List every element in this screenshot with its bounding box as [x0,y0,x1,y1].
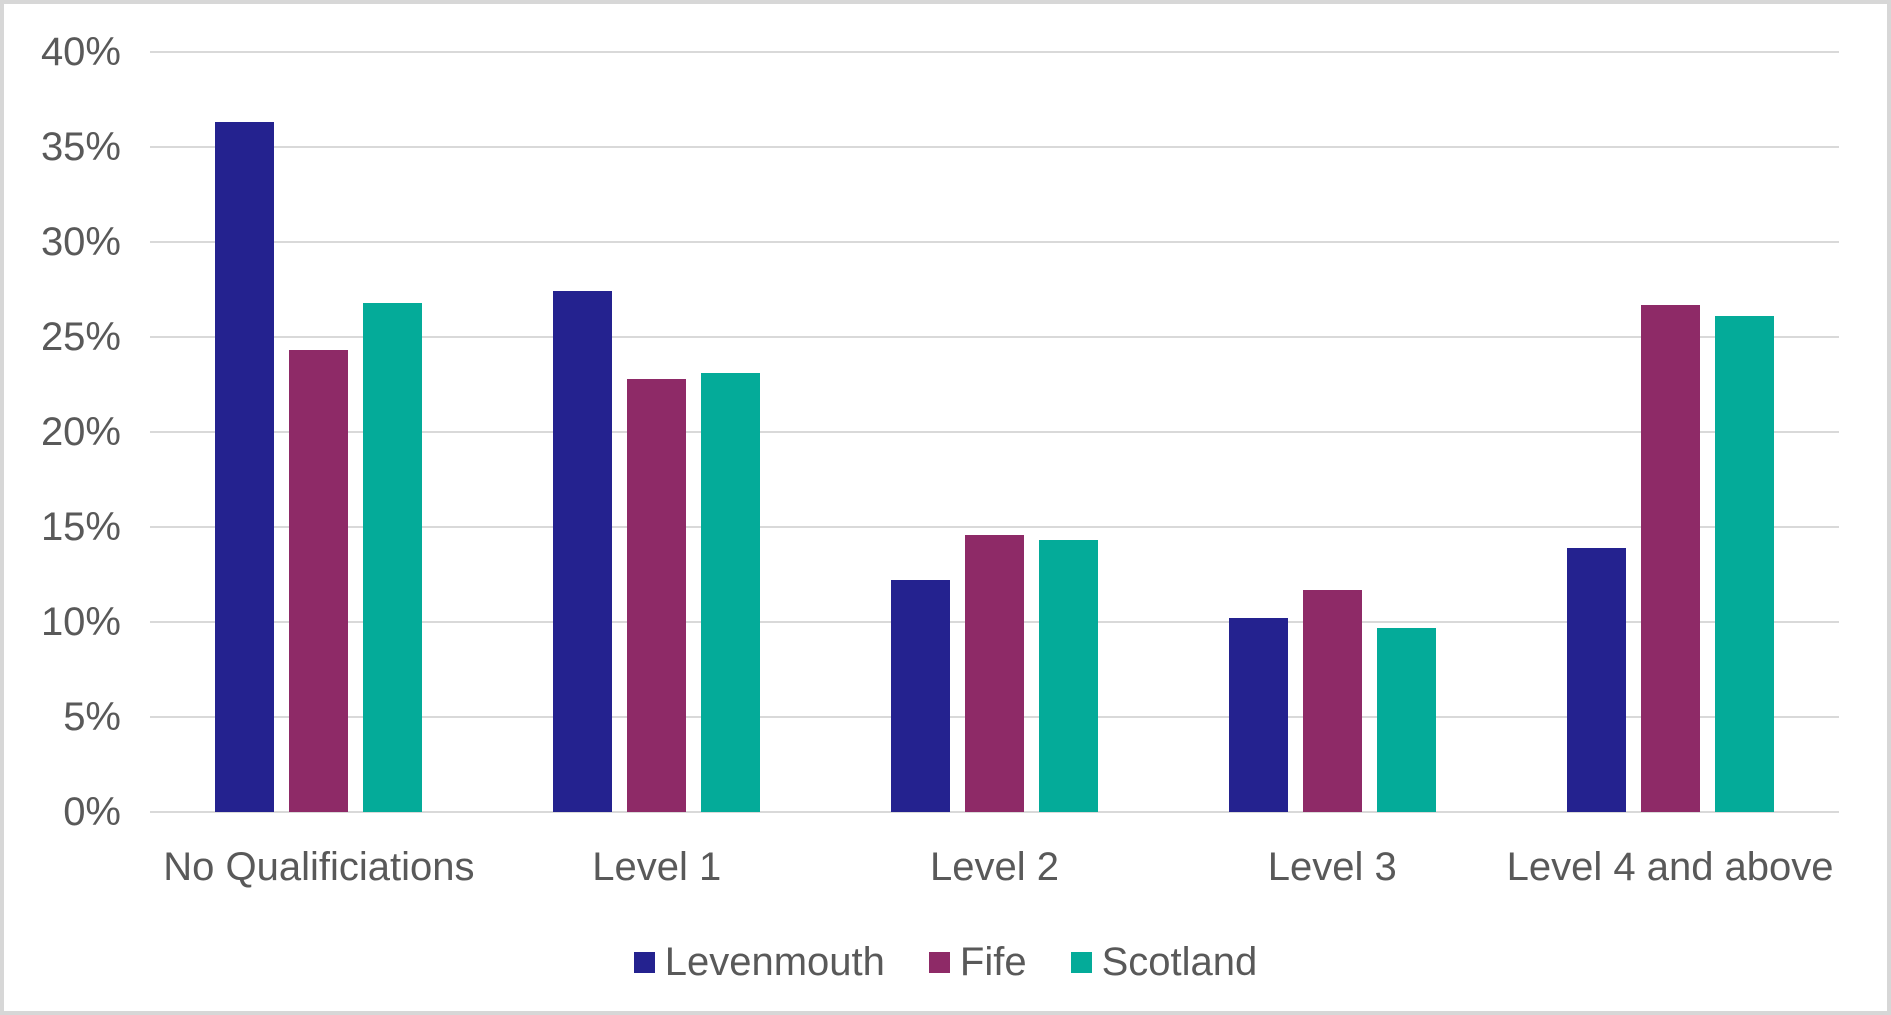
x-axis: No Qualificiations Level 1 Level 2 Level 3 L… [150,845,1839,890]
gridline-0 [150,811,1839,813]
y-axis-tick-label: 5% [63,695,121,739]
y-axis: 0% 5% 10% 15% 20% 25% 30% 35% 40% [26,32,121,832]
bar-fife [627,378,687,812]
gridline-40 [150,51,1839,53]
x-axis-label-level-3: Level 3 [1267,845,1397,889]
x-axis-label-level-4-and-above: Level 4 and above [1506,845,1834,889]
x-axis-label-level-2: Level 2 [930,845,1059,889]
legend-item-scotland: Scotland [1070,940,1258,984]
y-axis-tick-label: 30% [40,220,121,264]
bar-group-level-3 [1163,52,1501,812]
x-axis-label-level-1: Level 1 [592,845,722,889]
bar-groups-layer [150,52,1839,812]
bar-group-level-2 [826,52,1164,812]
gridline-30 [150,241,1839,243]
legend-swatch-icon [633,951,655,973]
y-axis-tick-label: 40% [40,30,121,74]
gridline-20 [150,431,1839,433]
y-axis-tick-label: 35% [40,125,121,169]
bar-group-level-4-and-above [1501,52,1839,812]
bar-group-no-qualificiations [150,52,488,812]
gridline-35 [150,146,1839,148]
y-axis-tick-label: 20% [40,410,121,454]
bar-fife [964,534,1024,812]
bar-group-level-1 [488,52,826,812]
x-axis-label-no-qualificiations: No Qualificiations [163,845,475,889]
legend-label: Scotland [1101,940,1258,984]
bar-scotland [1038,540,1098,812]
legend-label: Fife [959,940,1027,984]
gridline-25 [150,336,1839,338]
bar-scotland [363,302,423,812]
legend-item-levenmouth: Levenmouth [633,940,885,984]
bar-levenmouth [890,580,950,812]
bar-scotland [1376,627,1436,812]
bar-levenmouth [215,122,275,812]
y-axis-tick-label: 25% [40,315,121,359]
bar-fife [1302,589,1362,812]
bar-fife [289,350,349,812]
gridline-15 [150,526,1839,528]
bar-scotland [701,373,761,812]
legend-swatch-icon [928,951,950,973]
bar-fife [1640,304,1700,812]
legend: Levenmouth Fife Scotland [4,942,1887,982]
plot-area [150,51,1839,813]
y-axis-tick-label: 0% [63,790,121,834]
legend-item-fife: Fife [928,940,1027,984]
bar-levenmouth [1228,618,1288,812]
y-axis-tick-label: 10% [40,600,121,644]
bar-levenmouth [1566,547,1626,812]
y-axis-tick-label: 15% [40,505,121,549]
bar-levenmouth [553,291,613,812]
legend-swatch-icon [1070,951,1092,973]
bar-scotland [1714,316,1774,812]
legend-label: Levenmouth [664,940,885,984]
